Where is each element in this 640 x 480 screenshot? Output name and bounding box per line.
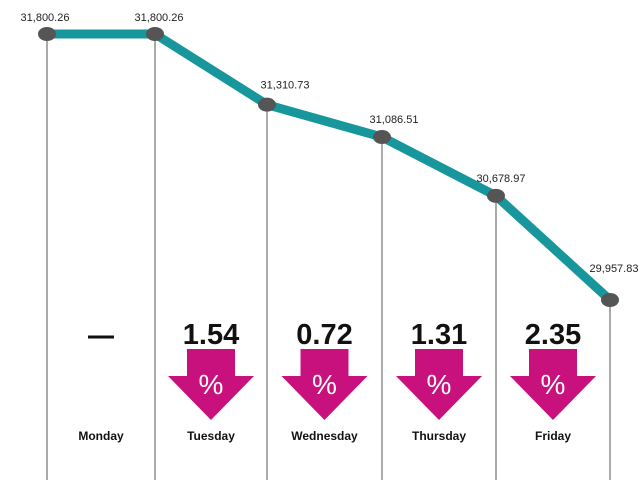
data-markers <box>38 27 619 307</box>
data-point <box>373 130 391 145</box>
day-label: Thursday <box>412 429 466 443</box>
down-arrow-icon <box>168 349 254 420</box>
percent-change-label: 1.31 <box>411 319 467 351</box>
down-arrow-icon <box>281 349 368 420</box>
percent-sign: % <box>312 369 337 400</box>
data-point <box>487 188 505 203</box>
value-label: 31,800.26 <box>135 12 184 24</box>
value-label: 29,957.83 <box>590 263 639 275</box>
day-label: Monday <box>78 429 124 443</box>
day-dividers <box>46 34 611 480</box>
series-line <box>42 29 615 305</box>
data-point <box>146 27 164 41</box>
day-label: Wednesday <box>291 429 358 443</box>
value-labels: 31,800.26 31,800.26 31,310.73 31,086.51 30,6… <box>21 12 639 275</box>
down-arrow-icon <box>396 349 482 420</box>
data-point <box>258 97 276 112</box>
daily-changes: 1.54% 0.72% 1.31% 2.35% <box>88 319 596 420</box>
day-label: Tuesday <box>187 429 235 443</box>
day-labels: Monday Tuesday Wednesday Thursday Friday <box>78 429 571 443</box>
down-arrow-icon <box>510 349 596 420</box>
value-label: 31,086.51 <box>370 114 419 126</box>
data-point <box>601 293 619 307</box>
value-label: 31,310.73 <box>261 80 310 92</box>
percent-sign: % <box>199 369 224 400</box>
percent-sign: % <box>427 369 452 400</box>
day-label: Friday <box>535 429 571 443</box>
value-label: 30,678.97 <box>477 173 526 185</box>
value-label: 31,800.26 <box>21 12 70 24</box>
data-point <box>38 27 56 41</box>
percent-change-label: 1.54 <box>183 319 239 351</box>
percent-change-label: 2.35 <box>525 319 581 351</box>
percent-change-label: 0.72 <box>296 319 352 351</box>
percent-sign: % <box>541 369 566 400</box>
